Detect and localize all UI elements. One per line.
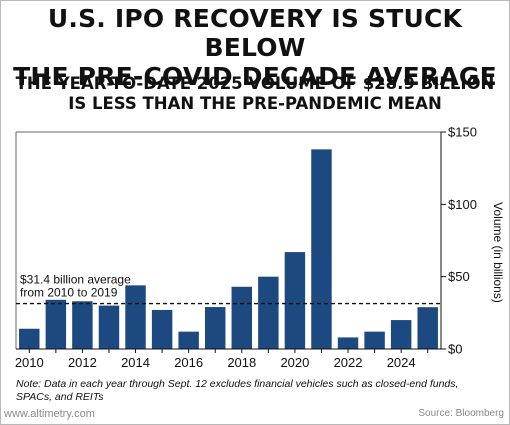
bar-2019 [258,276,279,349]
x-tick-label: 2024 [387,355,416,370]
x-tick-label: 2016 [174,355,203,370]
chart-subtitle-line-2: IS LESS THAN THE PRE-PANDEMIC MEAN [68,94,442,113]
bar-2023 [364,331,385,349]
x-tick-label: 2022 [334,355,363,370]
bar-2025 [417,307,438,349]
x-axis-ticks: 2010 2012 2014 2016 2018 2020 2022 2024 [15,349,429,370]
y-axis-ticks: $0 $50 $100 $150 [441,125,477,357]
bar-2014 [125,285,146,349]
bar-2020 [284,252,306,349]
chart-title-line-1: U.S. IPO RECOVERY IS STUCK BELOW [47,4,463,62]
bar-2017 [204,307,226,349]
bar-2015 [151,309,173,349]
x-tick-label: 2010 [15,355,44,370]
bar-2018 [231,286,252,349]
y-tick-label: $0 [448,342,462,357]
footnote: Note: Data in each year through Sept. 12… [16,378,459,403]
x-tick-label: 2012 [68,355,97,370]
x-tick-label: 2018 [227,355,256,370]
bar-2013 [98,305,120,349]
average-annotation-line-1: $31.4 billion average [20,273,131,287]
bar-2024 [390,320,412,349]
bar-2016 [178,331,199,349]
bar-2012 [72,301,93,349]
chart-title-line-2: THE PRE-COVID DECADE AVERAGE [13,62,497,91]
bar-2010 [19,328,40,349]
y-tick-label: $150 [448,125,477,140]
y-tick-label: $50 [448,269,470,284]
bar-series [19,149,438,349]
x-tick-label: 2020 [280,355,309,370]
y-axis-label: Volume (in billions) [491,202,505,303]
bar-2022 [337,337,359,349]
bar-2011 [45,299,67,349]
chart-subtitle-line-1: THE YEAR-TO-DATE 2025 VOLUME OF $28.9 BI… [15,74,495,93]
chart-title: U.S. IPO RECOVERY IS STUCK BELOW THE PRE… [0,4,510,91]
y-tick-label: $100 [448,197,477,212]
x-tick-label: 2014 [121,355,150,370]
average-annotation-line-2: from 2010 to 2019 [20,286,118,300]
chart-subtitle: THE YEAR-TO-DATE 2025 VOLUME OF $28.9 BI… [0,74,510,114]
site-url: www.altimetry.com [4,408,95,420]
bar-2021 [311,149,332,349]
source-credit: Source: Bloomberg [418,408,504,419]
